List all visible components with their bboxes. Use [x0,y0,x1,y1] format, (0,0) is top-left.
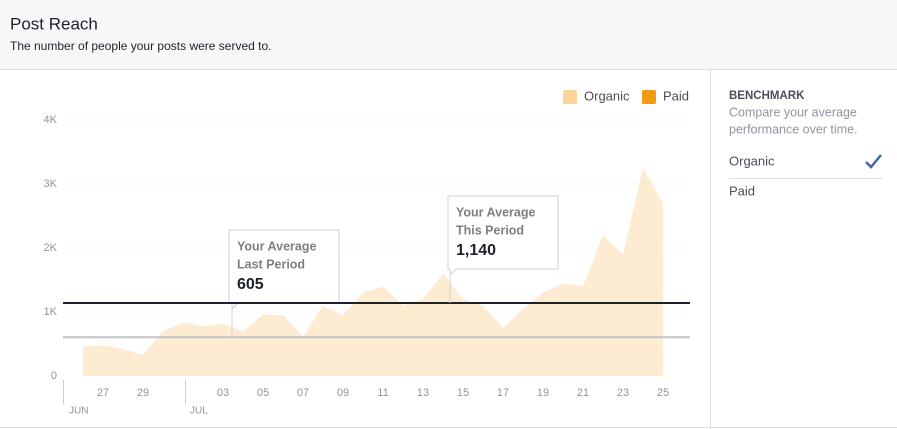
x-tick-label: 03 [217,387,229,399]
x-tick-label: 23 [617,387,629,399]
subtitle: The number of people your posts were ser… [10,39,271,53]
y-tick-label: 2K [44,242,58,254]
callout-text: This Period [456,223,524,237]
x-tick-label: 15 [457,387,469,399]
header-bg [0,0,897,70]
benchmark-title: BENCHMARK [729,90,805,102]
callout-text: Last Period [237,257,305,271]
legend-swatch [642,90,656,104]
y-tick-label: 3K [44,178,58,190]
callout-value: 1,140 [456,242,496,259]
x-tick-label: 21 [577,387,589,399]
callout-text: Your Average [237,239,316,253]
x-tick-label: 17 [497,387,509,399]
month-label: JUL [190,406,208,417]
y-tick-label: 1K [44,306,58,318]
benchmark-desc: Compare your average [729,105,857,119]
legend-swatch [563,90,577,104]
x-tick-label: 09 [337,387,349,399]
benchmark-option[interactable]: Paid [729,183,755,198]
title: Post Reach [10,14,98,33]
area [83,168,663,376]
x-tick-label: 29 [137,387,149,399]
check-icon [865,154,882,169]
y-tick-label: 4K [44,114,58,126]
x-tick-label: 19 [537,387,549,399]
x-tick-label: 11 [377,387,388,399]
x-tick-label: 27 [97,387,109,399]
legend-label: Organic [584,88,630,103]
callout-text: Your Average [456,205,535,219]
legend-label: Paid [663,88,689,103]
x-tick-label: 05 [257,387,269,399]
x-tick-label: 07 [297,387,309,399]
y-tick-label: 0 [51,370,57,382]
x-tick-label: 13 [417,387,429,399]
benchmark-desc: performance over time. [729,122,858,136]
month-label: JUN [69,406,88,417]
x-tick-label: 25 [657,387,669,399]
callout-value: 605 [237,276,264,293]
benchmark-option[interactable]: Organic [729,153,775,168]
